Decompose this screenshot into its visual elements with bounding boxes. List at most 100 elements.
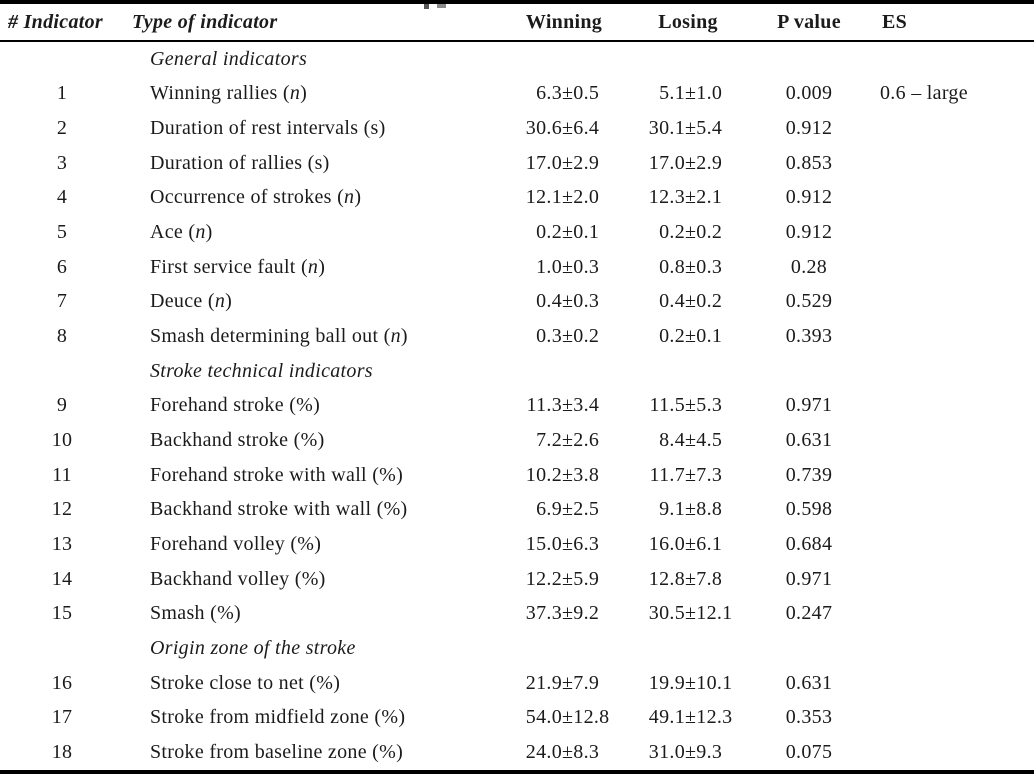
cell-winning: 11.3±3.4 (526, 394, 600, 417)
cell-losing: 9.1±8.8 (659, 498, 723, 521)
cell-pvalue: 0.247 (785, 602, 833, 625)
cell-pvalue: 0.631 (785, 429, 833, 452)
cell-pvalue: 0.393 (785, 325, 833, 348)
cell-indicator: Smash (%) (150, 602, 242, 625)
cell-es (860, 354, 1034, 389)
table-row: 13 Forehand volley (%) 15.0±6.3 16.0±6.1 0.6… (0, 527, 1034, 562)
cell-pvalue: 0.912 (785, 221, 833, 244)
cell-losing: 12.3±2.1 (648, 186, 723, 209)
section-row: General indicators (0, 41, 1034, 77)
header-row: # Indicator Type of indicator Winning Lo… (0, 2, 1034, 41)
cell-pvalue: 0.912 (785, 117, 833, 140)
table-row: 8 Smash determining ball out (n) 0.3±0.2 0.… (0, 319, 1034, 354)
cell-indicator: Backhand volley (%) (150, 567, 326, 590)
cell-losing (628, 354, 748, 389)
cell-es (860, 493, 1034, 528)
cell-pvalue: 0.598 (785, 498, 833, 521)
cell-indicator: Stroke close to net (%) (150, 671, 341, 694)
table-row: 17 Stroke from midfield zone (%) 54.0±12.8… (0, 700, 1034, 735)
cell-number: 1 (56, 82, 68, 105)
table-row: 2 Duration of rest intervals (s) 30.6±6.4 3… (0, 111, 1034, 146)
header-number-indicator: # Indicator (8, 10, 103, 33)
cell-winning: 21.9±7.9 (525, 671, 600, 694)
cell-winning: 17.0±2.9 (525, 151, 600, 174)
cell-losing (628, 631, 748, 666)
cell-pvalue: 0.009 (785, 82, 833, 105)
cell-number: 8 (56, 325, 68, 348)
cell-es (860, 562, 1034, 597)
cell-winning: 0.3±0.2 (536, 325, 600, 348)
cell-number: 17 (51, 706, 73, 729)
cell-es (860, 389, 1034, 424)
cell-winning: 1.0±0.3 (536, 255, 600, 278)
cell-indicator: First service fault (n) (150, 255, 326, 278)
table-row: 4 Occurrence of strokes (n) 12.1±2.0 12.3±2… (0, 181, 1034, 216)
cell-pvalue: 0.631 (785, 671, 833, 694)
header-es: ES (882, 10, 908, 33)
cell-losing: 0.4±0.2 (659, 290, 723, 313)
cell-winning (500, 41, 628, 77)
cell-losing: 8.4±4.5 (659, 429, 723, 452)
cell-number: 12 (51, 498, 73, 521)
cell-indicator: Forehand stroke with wall (%) (150, 463, 404, 486)
cell-number: 18 (51, 740, 73, 763)
cell-es (860, 423, 1034, 458)
cell-es (860, 146, 1034, 181)
table-row: 10 Backhand stroke (%) 7.2±2.6 8.4±4.5 0.631 (0, 423, 1034, 458)
table-row: 9 Forehand stroke (%) 11.3±3.4 11.5±5.3 0.97… (0, 389, 1034, 424)
cell-number (0, 354, 124, 389)
cell-losing: 0.2±0.1 (659, 325, 723, 348)
cell-number: 9 (56, 394, 68, 417)
cell-es (860, 700, 1034, 735)
table-body: General indicators 1 Winning rallies (n) 6.… (0, 41, 1034, 772)
table-row: 3 Duration of rallies (s) 17.0±2.9 17.0±2.9… (0, 146, 1034, 181)
header-winning: Winning (525, 10, 603, 33)
table-row: 16 Stroke close to net (%) 21.9±7.9 19.9±10… (0, 666, 1034, 701)
cell-number: 7 (56, 290, 68, 313)
cell-number: 6 (56, 255, 68, 278)
cell-losing: 0.2±0.2 (659, 221, 723, 244)
cell-indicator: Stroke from baseline zone (%) (150, 740, 404, 763)
cell-pvalue: 0.853 (785, 151, 833, 174)
cell-es: 0.6 – large (880, 82, 968, 105)
cell-winning: 54.0±12.8 (525, 706, 610, 729)
cell-number: 13 (51, 533, 73, 556)
table-row: 12 Backhand stroke with wall (%) 6.9±2.5 9.… (0, 493, 1034, 528)
cropped-text-remnant (424, 4, 429, 9)
table-row: 18 Stroke from baseline zone (%) 24.0±8.3 3… (0, 735, 1034, 772)
cell-indicator: Duration of rallies (s) (150, 151, 330, 174)
cell-indicator: Forehand stroke (%) (150, 394, 321, 417)
cell-indicator: Smash determining ball out (n) (150, 325, 408, 348)
cell-winning: 24.0±8.3 (525, 740, 600, 763)
cell-pvalue: 0.971 (785, 567, 833, 590)
cell-losing: 30.1±5.4 (648, 117, 723, 140)
cell-indicator: Stroke from midfield zone (%) (150, 706, 406, 729)
header-type-of-indicator: Type of indicator (132, 10, 278, 33)
section-title: General indicators (150, 47, 308, 70)
cell-losing: 12.8±7.8 (648, 567, 723, 590)
cell-losing: 17.0±2.9 (648, 151, 723, 174)
cell-pvalue (748, 41, 860, 77)
table-row: 5 Ace (n) 0.2±0.1 0.2±0.2 0.912 (0, 215, 1034, 250)
cell-number (0, 41, 124, 77)
cell-number: 10 (51, 429, 73, 452)
cell-es (860, 597, 1034, 632)
cell-pvalue: 0.971 (785, 394, 833, 417)
cell-number: 3 (56, 151, 68, 174)
section-row: Origin zone of the stroke (0, 631, 1034, 666)
cell-es (860, 285, 1034, 320)
cell-losing: 11.7±7.3 (649, 463, 723, 486)
cell-winning: 6.3±0.5 (536, 82, 600, 105)
cell-winning: 7.2±2.6 (536, 429, 600, 452)
cell-pvalue: 0.739 (785, 463, 833, 486)
cell-winning: 12.1±2.0 (525, 186, 600, 209)
header-p-value: P value (777, 10, 841, 33)
cell-losing: 49.1±12.3 (648, 706, 733, 729)
cell-indicator: Occurrence of strokes (n) (150, 186, 362, 209)
cell-winning: 10.2±3.8 (525, 463, 600, 486)
cell-losing: 16.0±6.1 (648, 533, 723, 556)
cell-pvalue: 0.353 (785, 706, 833, 729)
cell-indicator: Forehand volley (%) (150, 533, 322, 556)
